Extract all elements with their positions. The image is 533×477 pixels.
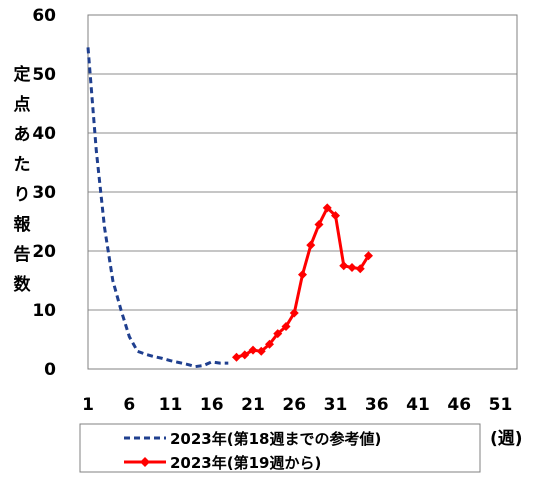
data-point — [256, 346, 266, 356]
plot-frame — [87, 14, 518, 370]
y-tick-label: 10 — [32, 301, 56, 321]
series-line-1 — [236, 206, 370, 359]
data-point — [347, 263, 357, 273]
y-tick-label: 60 — [32, 6, 56, 26]
data-point — [240, 350, 250, 360]
data-point — [314, 219, 324, 229]
y-tick-label: 20 — [32, 242, 56, 262]
data-point — [322, 203, 332, 213]
y-axis-label-char: 告 — [14, 244, 31, 265]
data-point — [339, 261, 349, 271]
x-tick-label: 1 — [82, 395, 94, 415]
x-tick-label: 26 — [282, 395, 306, 415]
x-tick-label: 31 — [324, 395, 348, 415]
x-tick-labels: 1 6 11 16 21 26 31 36 41 46 51 — [82, 395, 512, 415]
data-point — [364, 251, 373, 261]
data-point — [355, 264, 365, 274]
y-tick-label: 0 — [44, 360, 56, 380]
x-tick-label: 6 — [123, 395, 135, 415]
data-point — [331, 211, 340, 221]
x-tick-label: 46 — [447, 395, 471, 415]
y-tick-label: 30 — [32, 183, 56, 203]
legend-marker-current — [140, 457, 150, 467]
series-line-0 — [86, 47, 229, 369]
y-axis-label-char: 数 — [14, 274, 32, 295]
x-tick-label: 51 — [489, 395, 513, 415]
data-point — [265, 339, 274, 349]
series-layer — [86, 47, 373, 369]
y-tick-label: 50 — [32, 65, 56, 85]
x-axis-unit: (週) — [490, 429, 523, 449]
x-tick-label: 11 — [159, 395, 183, 415]
data-point — [273, 329, 283, 339]
legend: 2023年(第18週までの参考値) 2023年(第19週から) — [79, 423, 481, 473]
gridlines — [88, 73, 517, 311]
y-axis-label-char: 報 — [14, 214, 32, 235]
x-tick-label: 41 — [406, 395, 430, 415]
data-point — [289, 308, 299, 318]
x-tick-label: 36 — [365, 395, 389, 415]
data-point — [306, 240, 316, 250]
legend-label-reference: 2023年(第18週までの参考値) — [170, 430, 381, 448]
y-axis-label-char: あ — [14, 125, 31, 145]
data-point — [298, 270, 307, 280]
x-tick-label: 21 — [241, 395, 265, 415]
y-axis-label-char: 定 — [14, 64, 31, 85]
data-point — [248, 345, 258, 355]
y-axis-label-char: た — [14, 155, 31, 175]
x-tick-label: 16 — [200, 395, 224, 415]
data-point — [281, 322, 291, 332]
y-tick-labels: 0 10 20 30 40 50 60 — [32, 6, 56, 380]
legend-label-current: 2023年(第19週から) — [170, 454, 321, 472]
y-tick-label: 40 — [32, 124, 56, 144]
y-axis-label-char: 点 — [14, 94, 31, 115]
data-point — [232, 352, 241, 362]
y-axis-label-char: り — [14, 185, 31, 205]
